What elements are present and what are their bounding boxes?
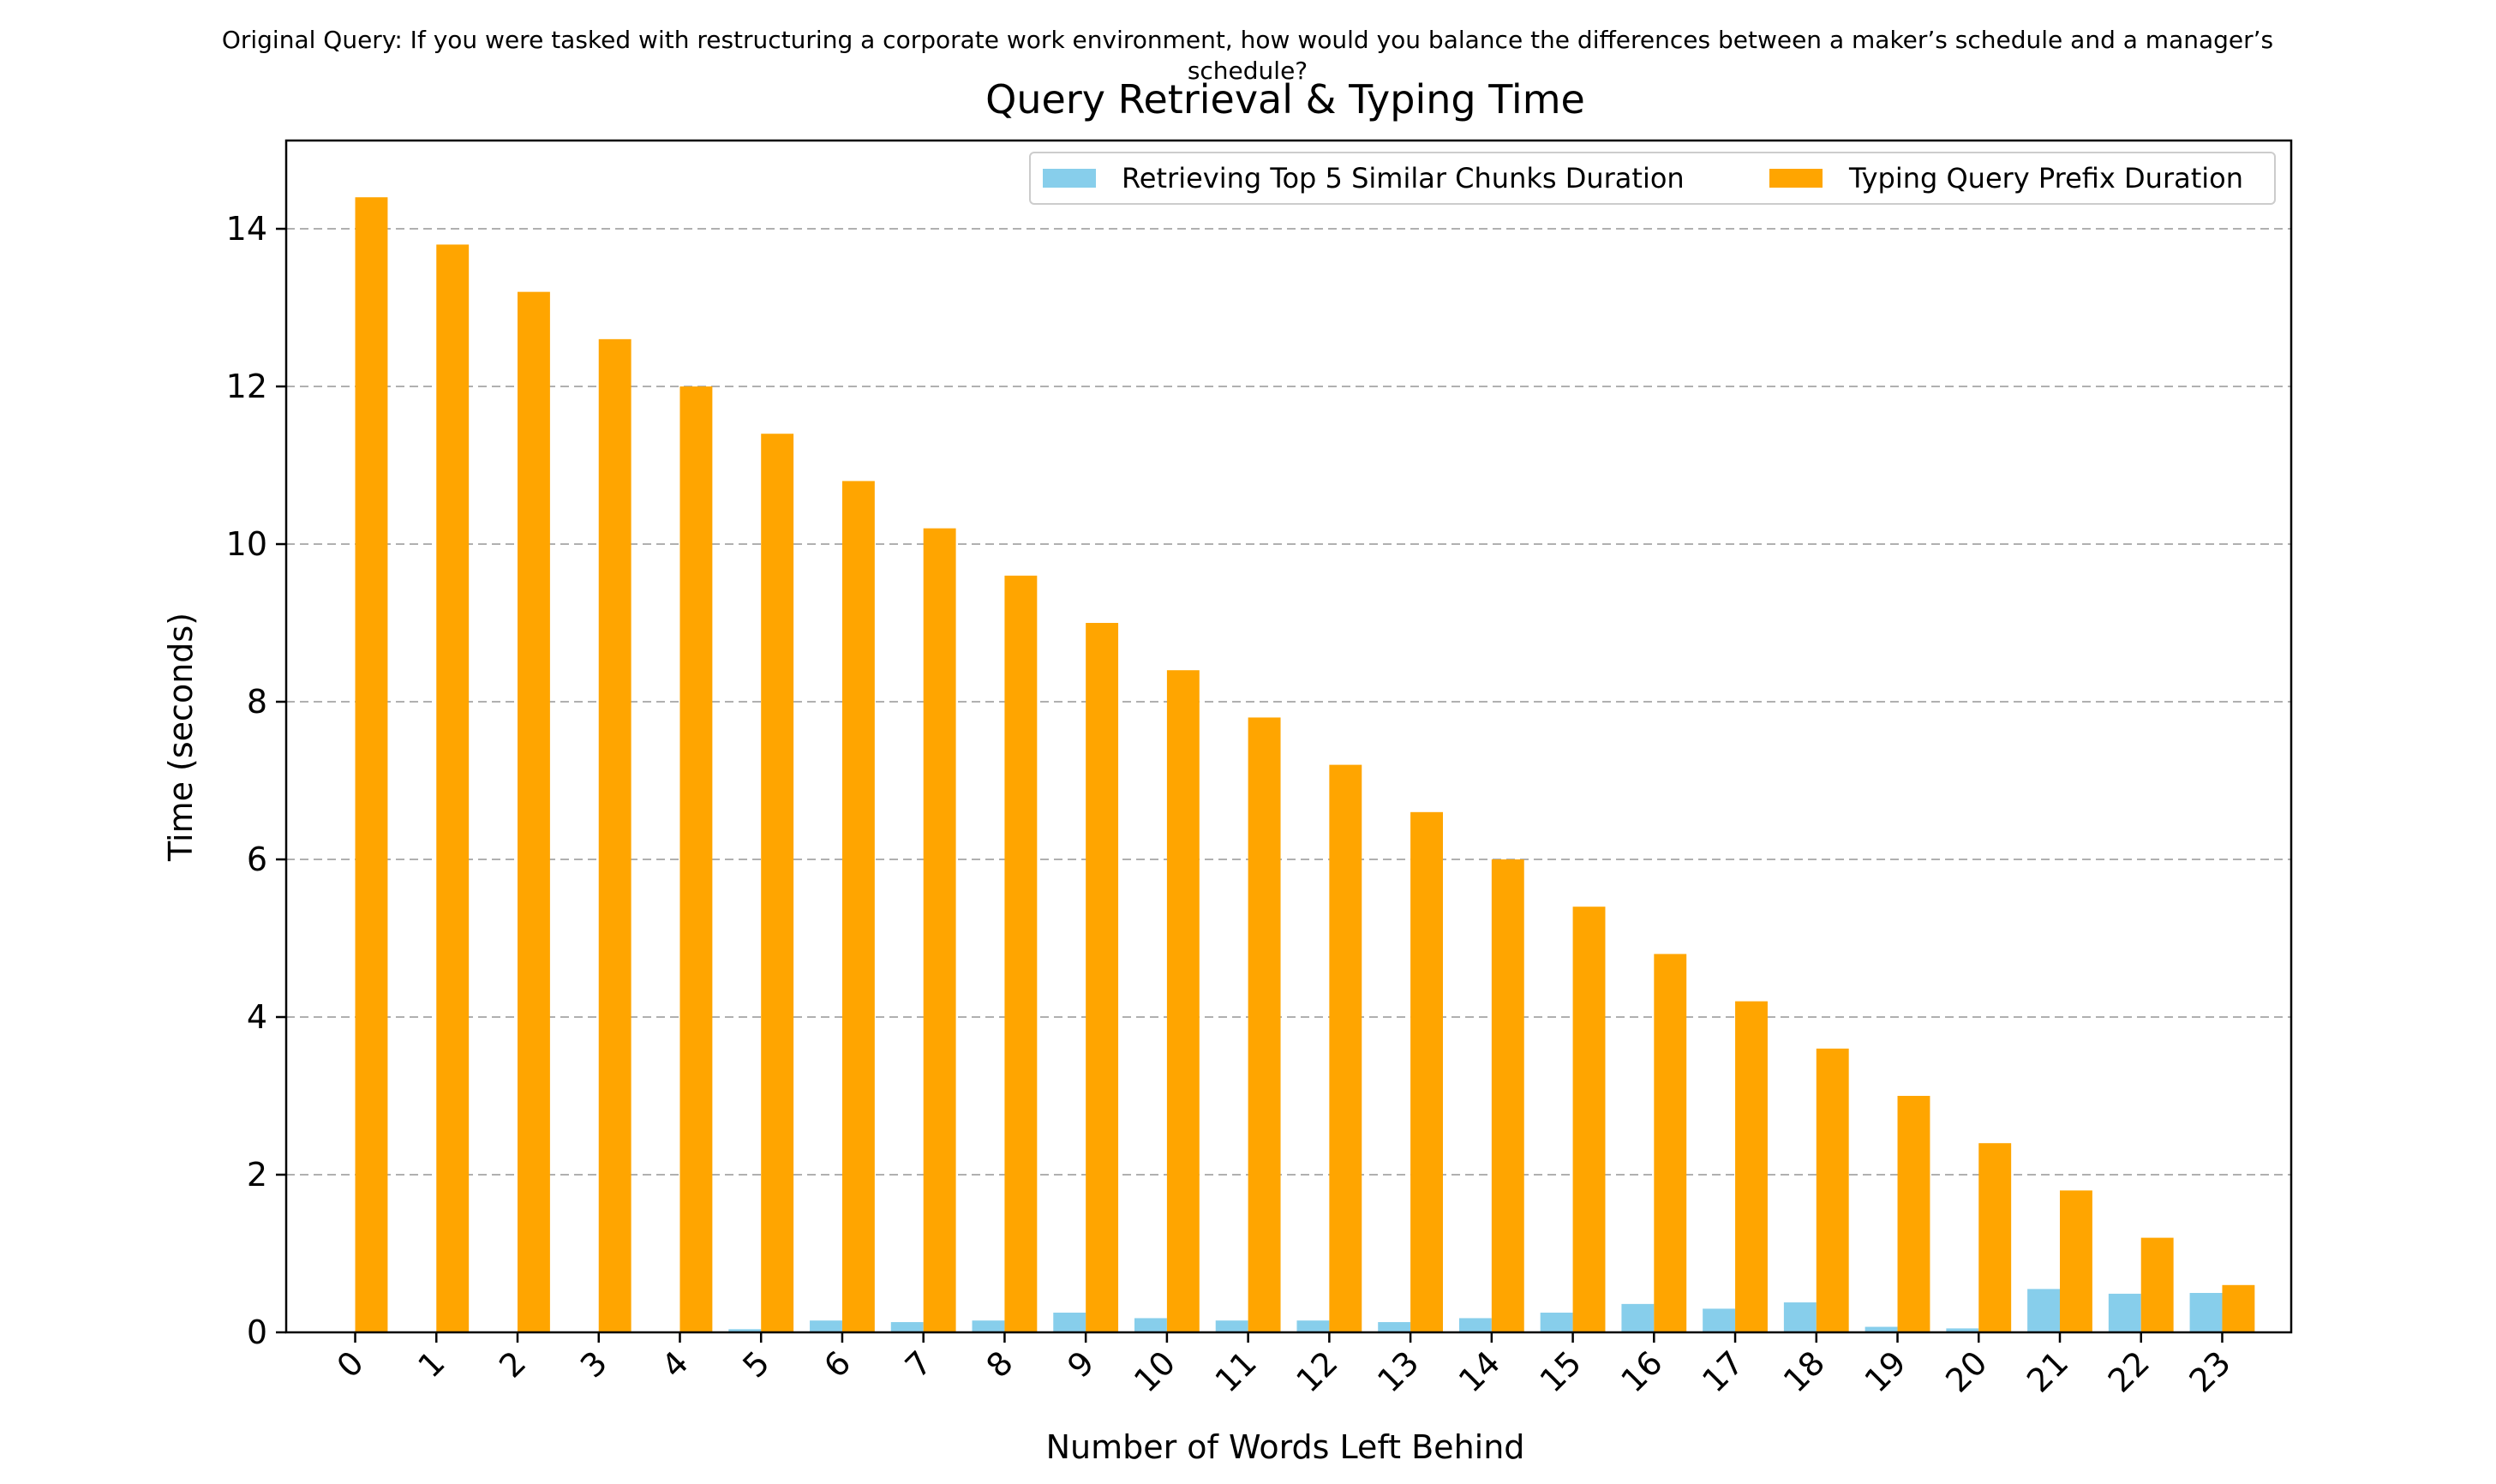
typing-bar: [1572, 907, 1606, 1332]
typing-bar: [1816, 1048, 1849, 1332]
y-axis-label: Time (seconds): [162, 613, 200, 862]
x-tick-label: 2: [492, 1343, 533, 1385]
retrieval-bar: [1378, 1322, 1411, 1332]
x-tick-label: 23: [2182, 1343, 2238, 1399]
x-tick-label: 19: [1858, 1343, 1913, 1399]
x-tick-label: 11: [1208, 1343, 1264, 1399]
legend-swatch-retrieval: [1043, 169, 1096, 188]
x-axis: 0 1 2 3 4 5 6 7 8 9 10 11 12 13 14 15 16 17 18 19 20 21 22 23: [330, 1332, 2238, 1400]
x-tick-label: 1: [410, 1343, 452, 1385]
retrieval-bar: [1946, 1328, 1979, 1332]
x-tick-label: 6: [817, 1343, 858, 1385]
y-tick-label: 8: [247, 683, 267, 721]
retrieval-bar: [1215, 1320, 1248, 1332]
x-tick-label: 8: [979, 1343, 1021, 1385]
y-tick-label: 14: [226, 210, 267, 248]
x-axis-label: Number of Words Left Behind: [1046, 1428, 1525, 1466]
x-tick-label: 10: [1127, 1343, 1182, 1399]
retrieval-bar: [890, 1322, 924, 1332]
y-tick-label: 2: [247, 1156, 267, 1194]
typing-bar: [1329, 764, 1362, 1332]
typing-bar: [679, 386, 713, 1332]
x-tick-label: 14: [1452, 1343, 1507, 1399]
retrieval-bar: [1703, 1308, 1736, 1332]
retrieval-bar: [1458, 1318, 1492, 1332]
plot-frame: [284, 139, 2293, 1334]
x-tick-label: 20: [1938, 1343, 1994, 1399]
legend-swatch-typing: [1769, 169, 1823, 188]
typing-bar: [1248, 717, 1281, 1332]
legend: Retrieving Top 5 Similar Chunks Duration…: [1029, 152, 2276, 205]
typing-bar: [1004, 575, 1038, 1332]
typing-bar: [1491, 859, 1524, 1332]
typing-bar: [598, 338, 631, 1332]
x-tick-label: 21: [2020, 1343, 2075, 1399]
typing-bar: [841, 481, 875, 1332]
suptitle-line-2: schedule?: [1188, 57, 1308, 85]
retrieval-bar: [2189, 1293, 2223, 1332]
typing-bar: [1654, 954, 1687, 1332]
retrieval-bar: [1540, 1313, 1573, 1332]
retrieval-bar: [2108, 1293, 2141, 1332]
chart-title: Query Retrieval & Typing Time: [985, 76, 1585, 123]
x-tick-label: 13: [1370, 1343, 1426, 1399]
retrieval-bar: [2027, 1289, 2060, 1332]
typing-bar: [355, 197, 388, 1333]
typing-bar: [1735, 1001, 1768, 1332]
retrieval-bar: [1621, 1303, 1655, 1332]
bars: [355, 197, 2255, 1333]
typing-bar: [518, 291, 550, 1333]
x-tick-label: 5: [735, 1343, 776, 1385]
legend-box: [1029, 152, 2276, 205]
typing-bar: [1978, 1143, 2012, 1332]
retrieval-bar: [1053, 1313, 1086, 1332]
x-tick-label: 17: [1695, 1343, 1751, 1399]
y-axis: 0 2 4 6 8 10 12 14: [226, 210, 286, 1351]
retrieval-bar: [972, 1320, 1005, 1332]
retrieval-bar: [1783, 1302, 1817, 1332]
x-tick-label: 18: [1776, 1343, 1832, 1399]
x-tick-label: 22: [2101, 1343, 2157, 1399]
x-tick-label: 9: [1060, 1343, 1101, 1385]
typing-bar: [1166, 670, 1200, 1332]
typing-bar: [2222, 1284, 2255, 1332]
y-tick-label: 12: [226, 368, 267, 405]
typing-bar: [2060, 1190, 2092, 1332]
retrieval-bar: [810, 1320, 842, 1332]
suptitle-line-1: Original Query: If you were tasked with …: [222, 26, 2273, 54]
x-tick-label: 15: [1533, 1343, 1589, 1399]
y-tick-label: 6: [247, 841, 267, 878]
y-grid: [286, 228, 2291, 1176]
typing-bar: [1410, 811, 1443, 1332]
typing-bar: [1086, 623, 1119, 1332]
x-tick-label: 7: [898, 1343, 939, 1385]
legend-label-typing: Typing Query Prefix Duration: [1848, 162, 2243, 194]
x-tick-label: 0: [330, 1343, 371, 1385]
typing-bar: [436, 244, 470, 1332]
retrieval-bar: [1296, 1320, 1330, 1332]
x-tick-label: 3: [573, 1343, 614, 1385]
typing-bar: [2140, 1237, 2174, 1332]
typing-bar: [923, 528, 956, 1332]
retrieval-bar: [1865, 1326, 1898, 1332]
x-tick-label: 4: [655, 1343, 696, 1385]
typing-bar: [1897, 1096, 1930, 1332]
x-tick-label: 16: [1613, 1343, 1669, 1399]
retrieval-bar: [728, 1329, 762, 1332]
y-tick-label: 0: [247, 1313, 267, 1351]
y-tick-label: 10: [226, 525, 267, 563]
legend-label-retrieval: Retrieving Top 5 Similar Chunks Duration: [1122, 162, 1685, 194]
retrieval-bar: [1134, 1318, 1167, 1332]
typing-bar: [761, 434, 794, 1332]
x-tick-label: 12: [1289, 1343, 1344, 1399]
y-tick-label: 4: [247, 998, 267, 1036]
